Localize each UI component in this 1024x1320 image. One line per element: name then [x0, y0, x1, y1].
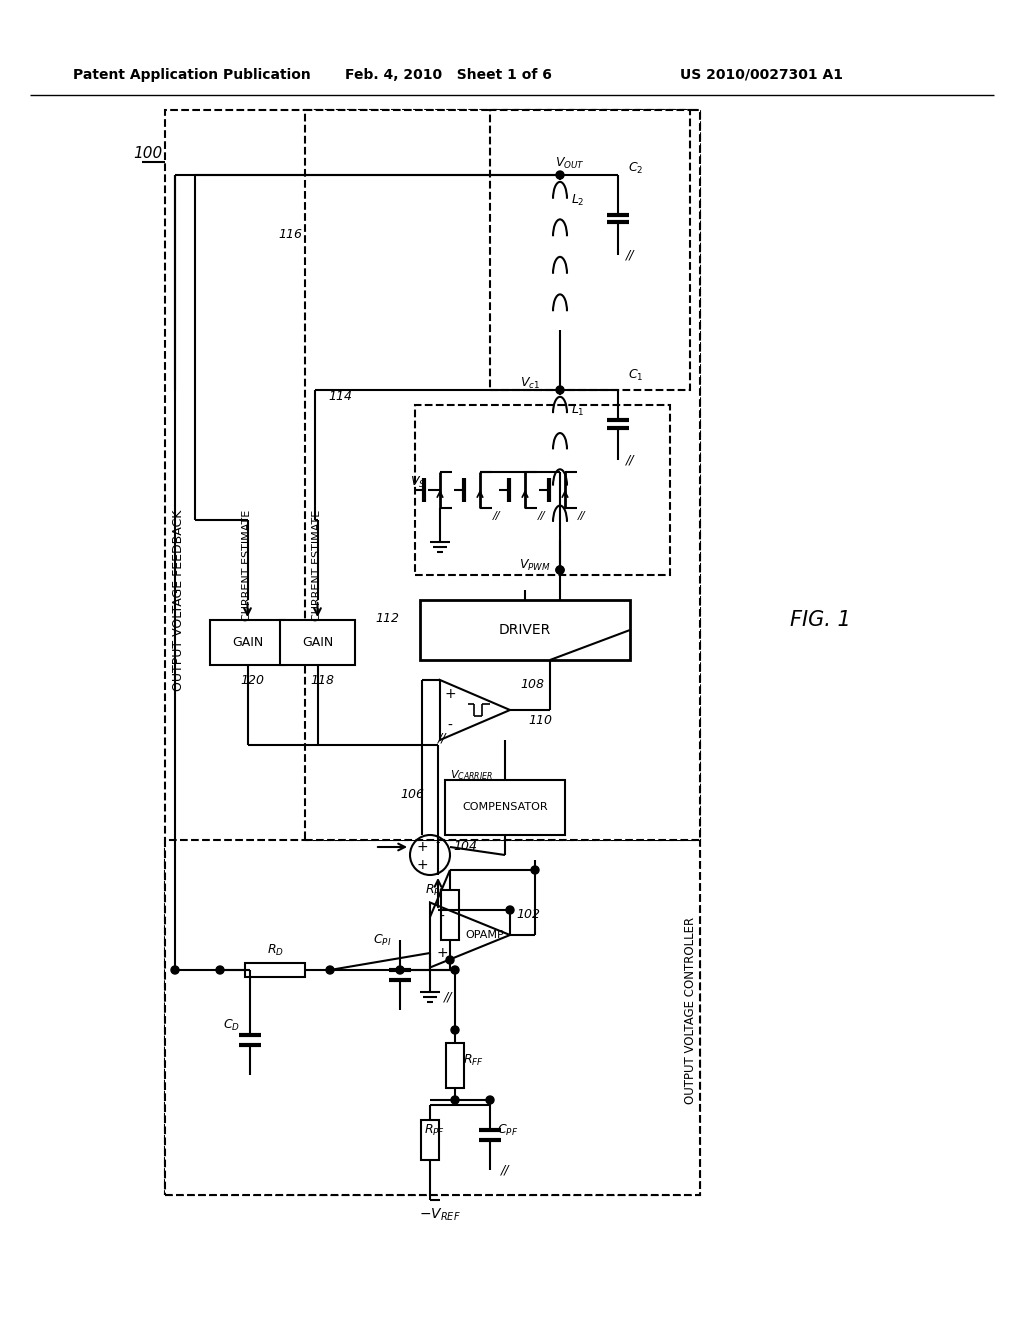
Text: US 2010/0027301 A1: US 2010/0027301 A1	[681, 69, 844, 82]
Bar	[210, 620, 285, 665]
Text: OUTPUT VOLTAGE FEEDBACK: OUTPUT VOLTAGE FEEDBACK	[171, 510, 184, 690]
Text: Patent Application Publication: Patent Application Publication	[73, 69, 311, 82]
Circle shape	[556, 385, 564, 393]
Text: 102: 102	[516, 908, 540, 921]
Text: +: +	[436, 946, 447, 960]
Bar	[421, 1119, 439, 1160]
Bar	[420, 601, 630, 660]
Circle shape	[556, 172, 564, 180]
Text: //: //	[626, 248, 634, 261]
Text: $V_{c1}$: $V_{c1}$	[520, 375, 540, 391]
Text: $L_1$: $L_1$	[571, 403, 585, 417]
Text: GAIN: GAIN	[231, 636, 263, 649]
Text: $L_2$: $L_2$	[571, 193, 585, 207]
Text: OPAMP: OPAMP	[466, 931, 505, 940]
Text: -: -	[447, 719, 453, 733]
Bar	[415, 405, 670, 576]
Circle shape	[171, 966, 179, 974]
Text: 110: 110	[528, 714, 552, 726]
Text: FIG. 1: FIG. 1	[790, 610, 850, 630]
Circle shape	[396, 966, 404, 974]
Bar	[490, 110, 690, 389]
Text: $-V_{REF}$: $-V_{REF}$	[419, 1206, 461, 1224]
Text: //: //	[437, 731, 446, 744]
Circle shape	[216, 966, 224, 974]
Text: $R_D$: $R_D$	[266, 942, 284, 957]
Text: $V_S$: $V_S$	[410, 474, 426, 490]
Bar	[245, 964, 305, 977]
Text: CURRENT ESTIMATE: CURRENT ESTIMATE	[312, 510, 323, 620]
Text: $C_1$: $C_1$	[629, 367, 644, 383]
Text: $R_{PF}$: $R_{PF}$	[425, 1122, 445, 1138]
Circle shape	[446, 956, 454, 964]
Text: $R_{FF}$: $R_{FF}$	[463, 1052, 483, 1068]
Text: //: //	[443, 990, 453, 1003]
Bar	[441, 890, 459, 940]
Text: 108: 108	[520, 678, 544, 692]
Text: 100: 100	[133, 145, 163, 161]
Text: +: +	[444, 686, 456, 701]
Circle shape	[556, 566, 564, 574]
Text: $R_{PI}$: $R_{PI}$	[425, 883, 443, 898]
Text: //: //	[539, 511, 546, 521]
Text: 114: 114	[328, 389, 352, 403]
Text: -: -	[436, 837, 440, 850]
Text: GAIN: GAIN	[302, 636, 333, 649]
Circle shape	[326, 966, 334, 974]
Circle shape	[531, 866, 539, 874]
Bar	[165, 840, 700, 1195]
Bar	[305, 110, 700, 840]
Bar	[165, 110, 700, 1195]
Text: //: //	[579, 511, 586, 521]
Text: $V_{OUT}$: $V_{OUT}$	[555, 156, 585, 170]
Circle shape	[451, 966, 459, 974]
Circle shape	[486, 1096, 494, 1104]
Text: +: +	[416, 840, 428, 854]
Text: $C_2$: $C_2$	[629, 161, 644, 176]
Text: 120: 120	[241, 673, 264, 686]
Text: CURRENT ESTIMATE: CURRENT ESTIMATE	[243, 510, 253, 620]
Text: $C_{PI}$: $C_{PI}$	[373, 932, 391, 948]
Text: 118: 118	[310, 673, 335, 686]
Text: //: //	[501, 1163, 509, 1176]
Circle shape	[451, 1026, 459, 1034]
Text: Feb. 4, 2010   Sheet 1 of 6: Feb. 4, 2010 Sheet 1 of 6	[344, 69, 552, 82]
Text: COMPENSATOR: COMPENSATOR	[462, 803, 548, 813]
Text: 112: 112	[375, 611, 399, 624]
Text: //: //	[626, 454, 634, 466]
Text: OUTPUT VOLTAGE CONTROLLER: OUTPUT VOLTAGE CONTROLLER	[683, 916, 696, 1104]
Bar	[280, 620, 355, 665]
Circle shape	[506, 906, 514, 913]
Text: $V_{PWM}$: $V_{PWM}$	[519, 557, 551, 573]
Text: //: //	[494, 511, 501, 521]
Text: 106: 106	[400, 788, 424, 800]
Text: +: +	[416, 858, 428, 873]
Circle shape	[451, 1096, 459, 1104]
Bar	[445, 780, 565, 836]
Circle shape	[556, 566, 564, 574]
Text: $V_{CARRIER}$: $V_{CARRIER}$	[450, 768, 494, 781]
Text: 104: 104	[453, 841, 477, 854]
Text: $C_D$: $C_D$	[223, 1018, 241, 1032]
Text: $C_{PF}$: $C_{PF}$	[498, 1122, 518, 1138]
Text: -: -	[439, 909, 444, 924]
Bar	[446, 1043, 464, 1088]
Text: 116: 116	[278, 228, 302, 242]
Text: DRIVER: DRIVER	[499, 623, 551, 638]
